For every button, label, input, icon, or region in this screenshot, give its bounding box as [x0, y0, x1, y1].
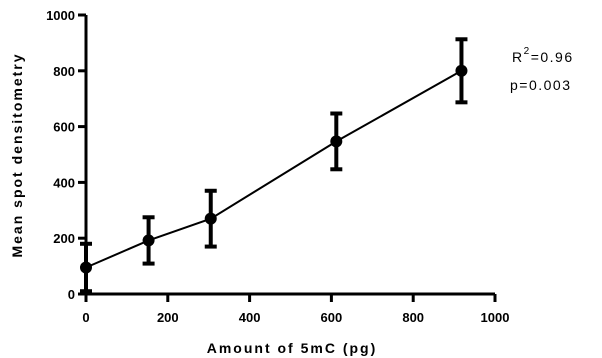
y-tick-label: 200 — [53, 231, 75, 246]
data-point — [330, 135, 343, 148]
data-point — [204, 212, 217, 225]
y-tick-label: 1000 — [46, 8, 75, 23]
y-ticks: 0 200 400 600 800 1000 — [46, 8, 86, 302]
y-tick-label: 0 — [68, 287, 75, 302]
y-tick-label: 800 — [53, 64, 75, 79]
y-tick-label: 600 — [53, 120, 75, 135]
x-ticks: 0 200 400 600 800 1000 — [82, 294, 509, 325]
x-tick-label: 1000 — [481, 310, 510, 325]
series-layer — [80, 37, 468, 294]
fit-statistics: R2=0.96 p=0.003 — [510, 46, 574, 93]
x-tick-label: 0 — [82, 310, 89, 325]
r-squared-value: =0.96 — [531, 49, 574, 65]
x-tick-label: 600 — [321, 310, 343, 325]
x-tick-label: 800 — [402, 310, 424, 325]
x-tick-label: 400 — [239, 310, 261, 325]
x-axis-title: Amount of 5mC (pg) — [207, 340, 378, 356]
p-value-label: p=0.003 — [510, 77, 572, 93]
r-squared-exponent: 2 — [524, 46, 531, 57]
x-tick-label: 200 — [157, 310, 179, 325]
data-point — [80, 261, 92, 274]
y-tick-label: 400 — [53, 175, 75, 190]
r-squared-label: R2=0.96 — [512, 46, 574, 65]
series-line — [85, 69, 462, 269]
data-point — [455, 64, 468, 77]
r-squared-symbol: R — [512, 49, 524, 65]
y-axis-title: Mean spot densitometry — [9, 52, 25, 257]
data-point — [142, 234, 155, 247]
